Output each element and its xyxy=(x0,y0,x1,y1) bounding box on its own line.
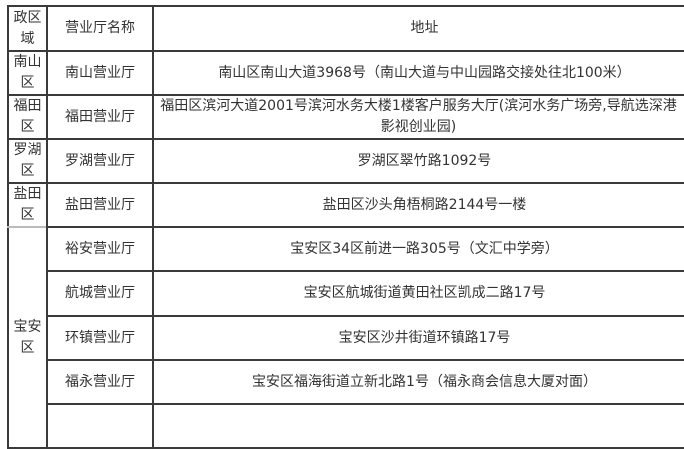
table-row: 罗湖区 罗湖营业厅 罗湖区翠竹路1092号 xyxy=(7,138,684,184)
name-cell xyxy=(46,403,154,449)
table-row: 福田区 福田营业厅 福田区滨河大道2001号滨河水务大楼1楼客户服务大厅(滨河水… xyxy=(7,94,684,140)
name-cell: 南山营业厅 xyxy=(46,50,154,96)
address-cell: 盐田区沙头角梧桐路2144号一楼 xyxy=(152,182,684,228)
header-region: 政区域 xyxy=(7,5,48,52)
region-cell: 罗湖区 xyxy=(7,138,48,184)
table-row: 航城营业厅 宝安区航城街道黄田社区凯成二路17号 xyxy=(8,270,684,317)
service-hall-table: 政区域 营业厅名称 地址 南山区 南山营业厅 南山区南山大道3968号（南山大道… xyxy=(7,5,684,228)
table-row xyxy=(8,403,684,449)
address-cell: 罗湖区翠竹路1092号 xyxy=(152,138,684,184)
baoan-table: 宝安区 裕安营业厅 宝安区34区前进一路305号（文汇中学旁） 航城营业厅 宝安… xyxy=(7,226,684,449)
address-cell: 宝安区沙井街道环镇路17号 xyxy=(152,315,684,361)
region-cell: 福田区 xyxy=(7,94,48,140)
name-cell: 罗湖营业厅 xyxy=(46,138,154,184)
address-cell: 宝安区福海街道立新北路1号（福永商会信息大厦对面） xyxy=(152,359,684,405)
name-cell: 盐田营业厅 xyxy=(46,182,154,228)
table-row: 宝安区 裕安营业厅 宝安区34区前进一路305号（文汇中学旁） xyxy=(7,226,684,449)
region-cell: 南山区 xyxy=(7,50,48,96)
table-row: 南山区 南山营业厅 南山区南山大道3968号（南山大道与中山园路交接处往北100… xyxy=(7,50,684,96)
table-row: 福永营业厅 宝安区福海街道立新北路1号（福永商会信息大厦对面） xyxy=(8,359,684,405)
address-cell: 宝安区航城街道黄田社区凯成二路17号 xyxy=(152,270,684,317)
region-cell: 宝安区 xyxy=(7,226,48,449)
header-name: 营业厅名称 xyxy=(46,5,154,52)
header-row: 政区域 营业厅名称 地址 xyxy=(7,5,684,52)
name-cell: 裕安营业厅 xyxy=(46,226,154,272)
address-cell: 南山区南山大道3968号（南山大道与中山园路交接处往北100米） xyxy=(152,50,684,96)
name-cell: 福田营业厅 xyxy=(46,94,154,140)
table-row: 环镇营业厅 宝安区沙井街道环镇路17号 xyxy=(8,315,684,361)
name-cell: 环镇营业厅 xyxy=(46,315,154,361)
address-cell xyxy=(152,403,684,449)
address-cell: 宝安区34区前进一路305号（文汇中学旁） xyxy=(152,226,684,272)
address-cell: 福田区滨河大道2001号滨河水务大楼1楼客户服务大厅(滨河水务广场旁,导航选深港… xyxy=(152,94,684,140)
name-cell: 航城营业厅 xyxy=(46,270,154,317)
header-address: 地址 xyxy=(152,5,684,52)
region-cell: 盐田区 xyxy=(7,182,48,228)
table-row: 盐田区 盐田营业厅 盐田区沙头角梧桐路2144号一楼 xyxy=(7,182,684,228)
name-cell: 福永营业厅 xyxy=(46,359,154,405)
